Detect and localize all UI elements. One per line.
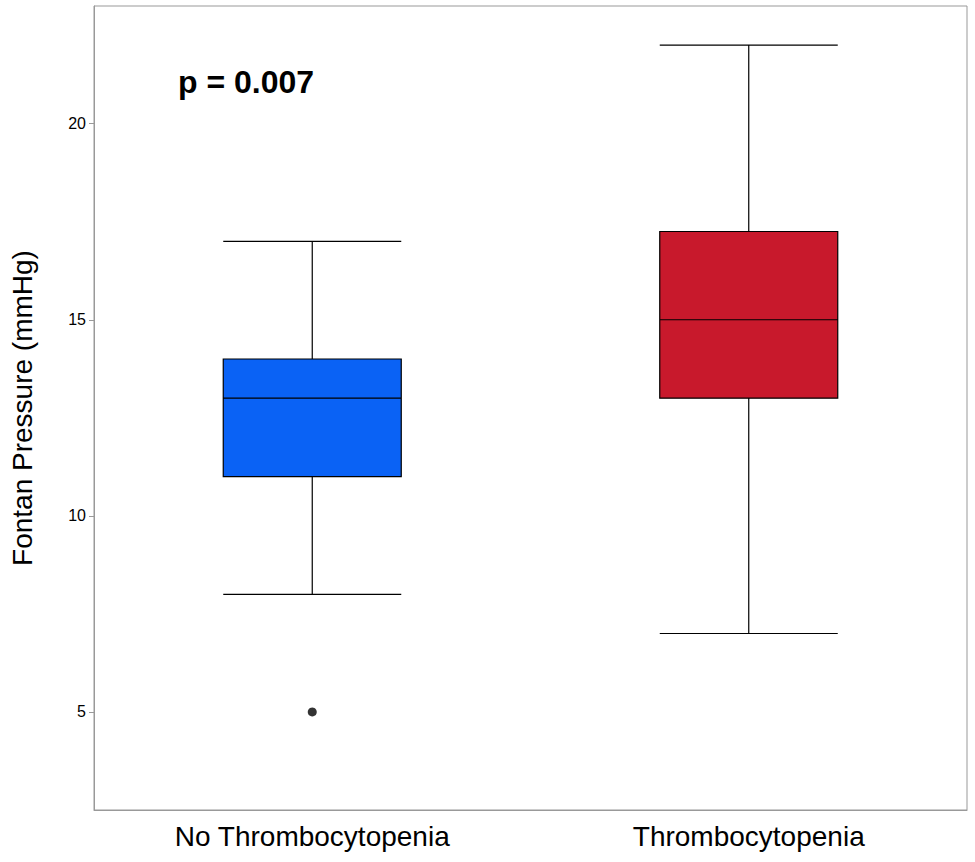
svg-text:No Thrombocytopenia: No Thrombocytopenia xyxy=(175,821,450,852)
svg-text:p = 0.007: p = 0.007 xyxy=(178,64,314,100)
svg-text:5: 5 xyxy=(77,703,86,720)
svg-text:Thrombocytopenia: Thrombocytopenia xyxy=(633,821,865,852)
svg-text:15: 15 xyxy=(68,311,86,328)
svg-text:10: 10 xyxy=(68,507,86,524)
svg-text:Fontan Pressure (mmHg): Fontan Pressure (mmHg) xyxy=(7,250,38,566)
svg-text:20: 20 xyxy=(68,115,86,132)
